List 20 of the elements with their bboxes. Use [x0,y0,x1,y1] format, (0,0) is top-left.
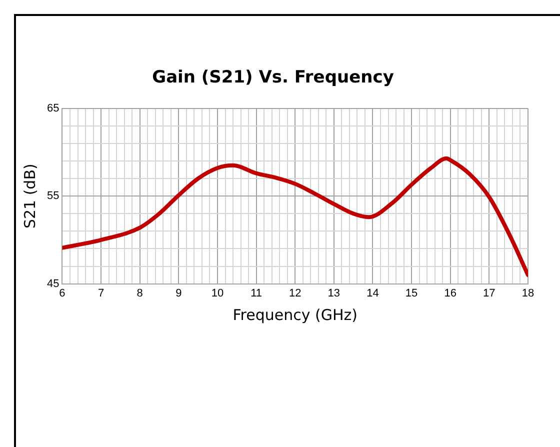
x-tick-label: 8 [136,287,143,300]
x-axis-title: Frequency (GHz) [232,306,358,324]
x-tick-label: 7 [98,287,104,300]
x-tick-label: 11 [250,287,262,300]
x-tick-label: 12 [288,287,302,300]
x-tick-label: 6 [59,287,66,300]
y-axis-title: S21 (dB) [20,164,39,229]
y-tick-label: 65 [46,102,60,114]
line-series [62,156,528,278]
x-tick-label: 17 [483,287,496,300]
x-tick-label: 16 [444,287,456,300]
y-tick-label: 45 [46,278,60,290]
x-tick-label: 14 [366,287,379,300]
x-tick-label: 9 [176,287,182,300]
x-tick-label: 18 [522,287,534,300]
y-tick-label: 55 [46,190,60,202]
x-tick-label: 10 [211,287,224,300]
x-tick-label: 13 [328,287,340,300]
chart-title: Gain (S21) Vs. Frequency [152,68,394,88]
x-tick-label: 15 [405,287,418,300]
